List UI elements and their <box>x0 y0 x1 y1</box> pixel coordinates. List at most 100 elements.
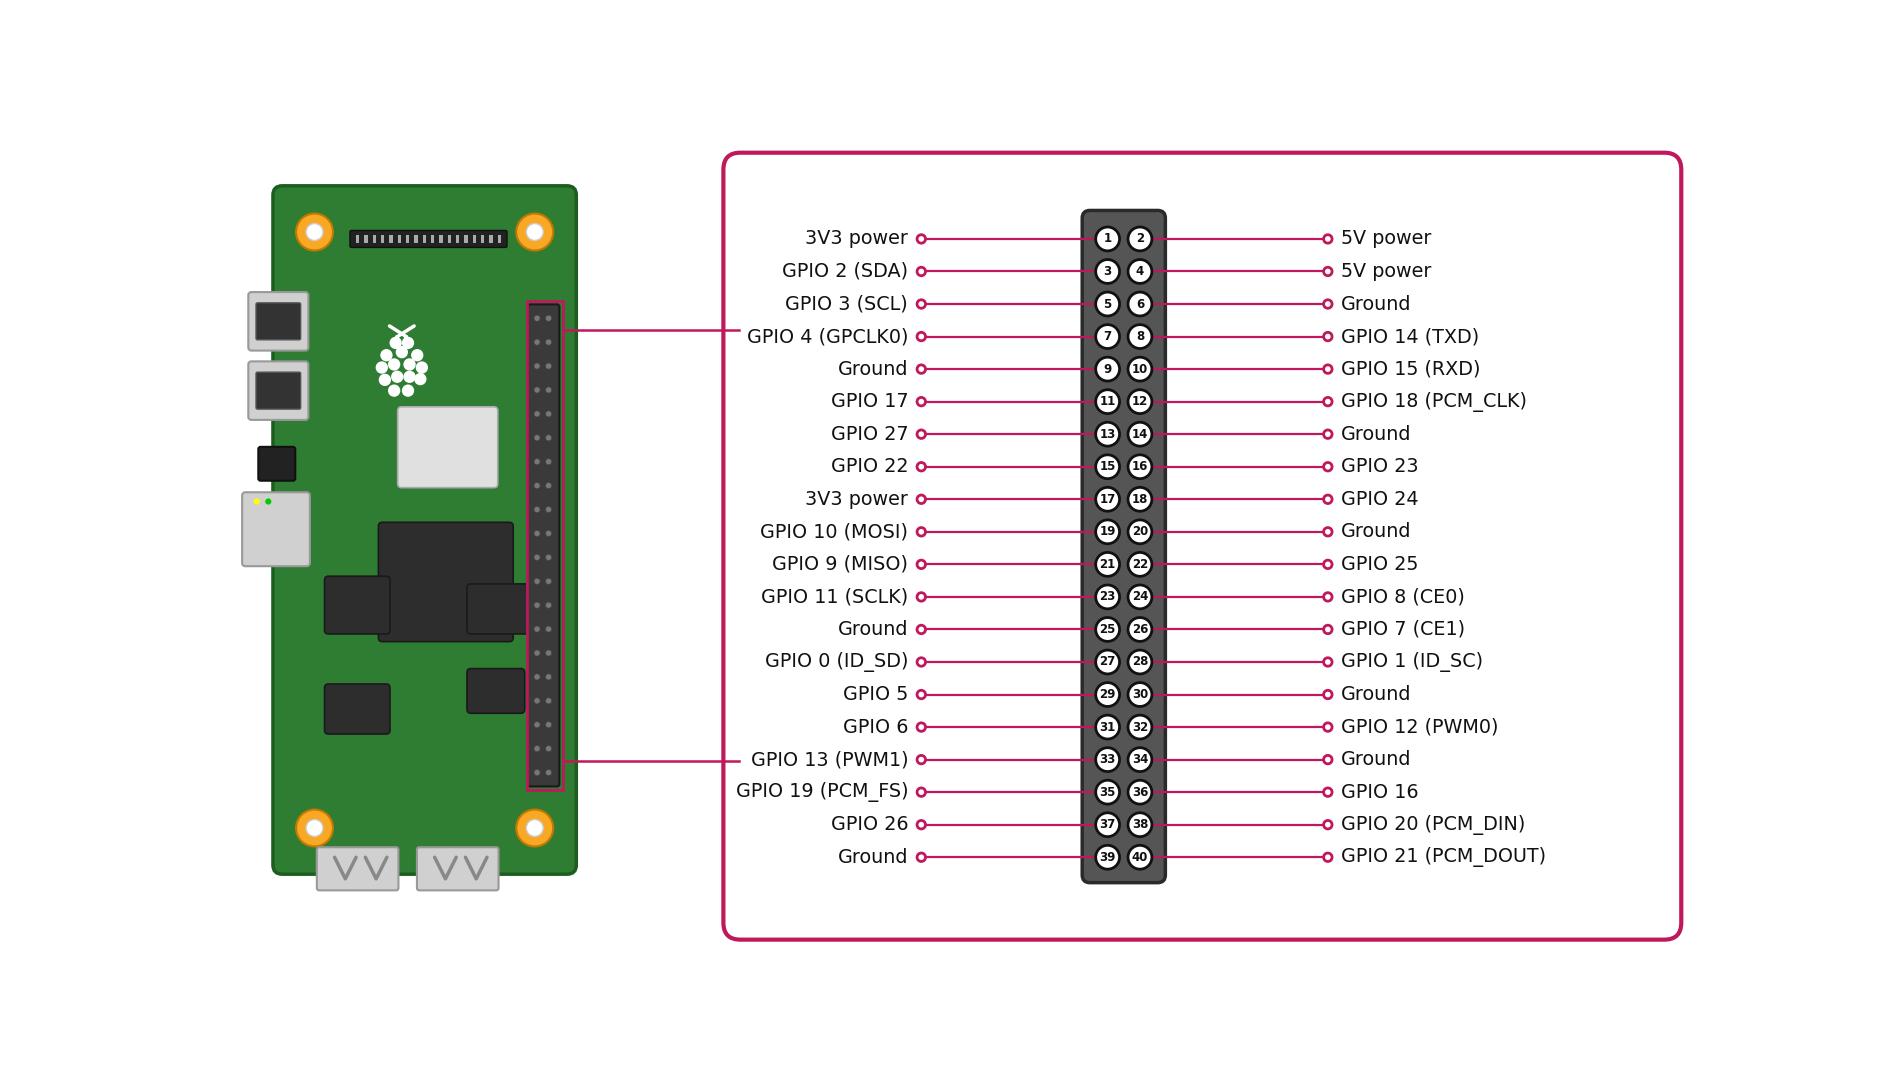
FancyBboxPatch shape <box>498 235 500 243</box>
Circle shape <box>1096 747 1119 771</box>
Text: 20: 20 <box>1132 525 1147 538</box>
Text: GPIO 20 (PCM_DIN): GPIO 20 (PCM_DIN) <box>1340 814 1525 835</box>
Text: 31: 31 <box>1100 720 1115 733</box>
Circle shape <box>1324 593 1331 602</box>
Text: GPIO 15 (RXD): GPIO 15 (RXD) <box>1340 360 1480 379</box>
Circle shape <box>1128 455 1151 478</box>
Text: Ground: Ground <box>1340 685 1410 704</box>
Circle shape <box>389 337 402 349</box>
Circle shape <box>402 359 415 370</box>
Text: GPIO 12 (PWM0): GPIO 12 (PWM0) <box>1340 717 1498 737</box>
Circle shape <box>378 374 391 386</box>
Text: Ground: Ground <box>837 620 908 639</box>
Text: GPIO 11 (SCLK): GPIO 11 (SCLK) <box>761 588 908 606</box>
Text: 25: 25 <box>1098 623 1115 636</box>
Circle shape <box>1324 397 1331 406</box>
Text: 35: 35 <box>1098 785 1115 799</box>
Circle shape <box>917 430 925 438</box>
FancyBboxPatch shape <box>365 235 367 243</box>
Circle shape <box>534 315 540 322</box>
Circle shape <box>1128 325 1151 349</box>
Text: GPIO 18 (PCM_CLK): GPIO 18 (PCM_CLK) <box>1340 392 1527 411</box>
Circle shape <box>1096 618 1119 642</box>
FancyBboxPatch shape <box>397 407 498 488</box>
Circle shape <box>917 853 925 862</box>
FancyBboxPatch shape <box>1081 211 1166 882</box>
Circle shape <box>414 373 427 386</box>
Text: GPIO 6: GPIO 6 <box>842 717 908 737</box>
Circle shape <box>545 674 551 680</box>
Circle shape <box>917 495 925 503</box>
Circle shape <box>526 224 543 241</box>
Circle shape <box>545 745 551 752</box>
Circle shape <box>1096 585 1119 609</box>
Circle shape <box>1128 390 1151 414</box>
Circle shape <box>254 499 259 504</box>
Text: 33: 33 <box>1100 753 1115 766</box>
Circle shape <box>917 333 925 341</box>
Text: 15: 15 <box>1098 460 1115 473</box>
Circle shape <box>1096 227 1119 251</box>
Circle shape <box>534 554 540 561</box>
Circle shape <box>1324 462 1331 471</box>
Text: 24: 24 <box>1132 591 1147 604</box>
Text: 17: 17 <box>1100 492 1115 505</box>
Circle shape <box>917 561 925 568</box>
Circle shape <box>534 530 540 537</box>
Text: 34: 34 <box>1132 753 1147 766</box>
Circle shape <box>1324 658 1331 666</box>
Circle shape <box>917 234 925 243</box>
Circle shape <box>1096 325 1119 349</box>
Text: 2: 2 <box>1136 232 1143 245</box>
Circle shape <box>1324 690 1331 699</box>
Text: 7: 7 <box>1104 330 1111 343</box>
Circle shape <box>1096 813 1119 837</box>
Circle shape <box>534 626 540 632</box>
FancyBboxPatch shape <box>243 492 310 566</box>
Circle shape <box>534 721 540 728</box>
Circle shape <box>391 370 402 383</box>
Circle shape <box>545 363 551 369</box>
Text: Ground: Ground <box>1340 295 1410 313</box>
Circle shape <box>1324 528 1331 536</box>
Circle shape <box>534 459 540 464</box>
Circle shape <box>534 507 540 513</box>
Circle shape <box>534 435 540 441</box>
Text: 38: 38 <box>1132 819 1147 832</box>
FancyBboxPatch shape <box>447 235 451 243</box>
Circle shape <box>1128 227 1151 251</box>
Circle shape <box>545 339 551 346</box>
Text: 1: 1 <box>1104 232 1111 245</box>
Text: GPIO 3 (SCL): GPIO 3 (SCL) <box>786 295 908 313</box>
Text: GPIO 27: GPIO 27 <box>831 424 908 444</box>
Circle shape <box>402 384 414 396</box>
Circle shape <box>917 788 925 796</box>
Circle shape <box>545 410 551 417</box>
FancyBboxPatch shape <box>325 684 389 734</box>
Text: 40: 40 <box>1132 851 1147 864</box>
Circle shape <box>534 602 540 608</box>
Circle shape <box>1324 495 1331 503</box>
Circle shape <box>1128 292 1151 316</box>
Text: Ground: Ground <box>1340 751 1410 769</box>
Text: GPIO 19 (PCM_FS): GPIO 19 (PCM_FS) <box>735 782 908 802</box>
FancyBboxPatch shape <box>406 235 410 243</box>
Text: 26: 26 <box>1132 623 1147 636</box>
FancyBboxPatch shape <box>414 235 417 243</box>
FancyBboxPatch shape <box>464 235 468 243</box>
Circle shape <box>1324 853 1331 862</box>
Text: Ground: Ground <box>837 848 908 867</box>
Circle shape <box>545 721 551 728</box>
FancyBboxPatch shape <box>481 235 483 243</box>
Circle shape <box>917 755 925 764</box>
Circle shape <box>1096 422 1119 446</box>
Text: GPIO 14 (TXD): GPIO 14 (TXD) <box>1340 327 1478 346</box>
Circle shape <box>917 690 925 699</box>
Text: 32: 32 <box>1132 720 1147 733</box>
FancyBboxPatch shape <box>350 230 508 247</box>
Text: 27: 27 <box>1100 656 1115 669</box>
Circle shape <box>306 224 323 241</box>
Circle shape <box>917 723 925 731</box>
Circle shape <box>534 674 540 680</box>
Circle shape <box>1096 292 1119 316</box>
